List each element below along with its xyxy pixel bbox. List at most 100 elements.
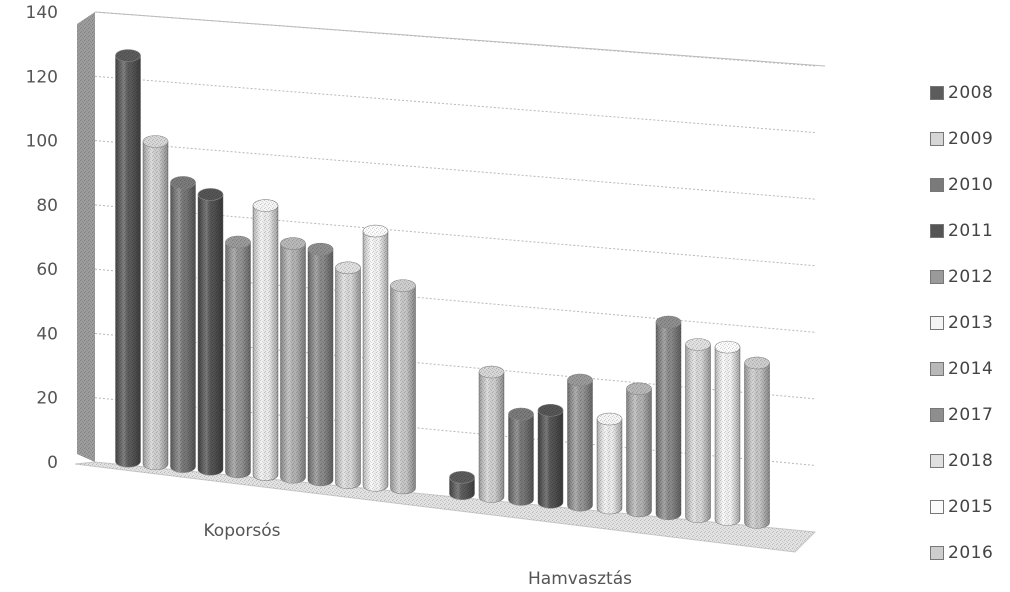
bar-texture xyxy=(538,410,563,509)
legend-swatch xyxy=(930,132,944,146)
legend-item: 2012 xyxy=(930,254,1010,300)
legend-swatch xyxy=(930,86,944,100)
bar-top-texture xyxy=(685,338,711,351)
legend-label: 2011 xyxy=(948,221,994,241)
bar xyxy=(142,135,169,471)
bar xyxy=(197,188,224,476)
bar-top-texture xyxy=(744,357,770,370)
x-category-label: Hamvasztás xyxy=(528,569,632,588)
bar-texture xyxy=(449,477,475,500)
legend-label: 2013 xyxy=(948,313,994,333)
bar xyxy=(225,235,251,479)
legend-swatch xyxy=(930,270,944,284)
bar-top-texture xyxy=(390,279,416,292)
bar-top-texture xyxy=(198,188,223,201)
bar-top-texture xyxy=(363,225,388,238)
bar-top-texture xyxy=(508,408,534,421)
legend-item: 2017 xyxy=(930,392,1010,438)
legend-label: 2008 xyxy=(948,83,994,103)
legend-item: 2009 xyxy=(930,116,1010,162)
legend-item: 2008 xyxy=(930,70,1010,116)
bar-texture xyxy=(225,242,251,478)
legend-label: 2014 xyxy=(948,359,994,379)
legend-label: 2012 xyxy=(948,267,994,287)
bar-top-texture xyxy=(308,243,333,256)
gridline xyxy=(94,75,816,134)
bar-texture xyxy=(170,182,196,473)
bar xyxy=(508,407,534,506)
bar xyxy=(115,49,141,468)
legend-swatch xyxy=(930,408,944,422)
bar xyxy=(170,176,196,473)
bar-top-texture xyxy=(225,236,251,249)
bar-texture xyxy=(656,322,681,520)
legend-swatch xyxy=(930,454,944,468)
legend-swatch xyxy=(930,362,944,376)
y-tick-label: 20 xyxy=(36,389,58,409)
bar xyxy=(567,373,593,512)
bar-texture xyxy=(308,249,333,486)
bar-top-texture xyxy=(479,366,504,379)
bar xyxy=(307,242,334,487)
bar-texture xyxy=(479,372,504,503)
gridline xyxy=(94,140,816,200)
bar-texture xyxy=(715,347,740,526)
legend-swatch xyxy=(930,500,944,514)
y-tick-label: 80 xyxy=(36,196,58,216)
bar xyxy=(685,338,711,523)
bar xyxy=(335,261,361,489)
legend-label: 2010 xyxy=(948,175,994,195)
legend-item: 2015 xyxy=(930,484,1010,530)
legend-swatch xyxy=(930,178,944,192)
legend-label: 2009 xyxy=(948,129,994,149)
bar-texture xyxy=(567,380,593,512)
bar-texture xyxy=(198,194,223,476)
legend-item: 2018 xyxy=(930,438,1010,484)
legend-item: 2010 xyxy=(930,162,1010,208)
bar-top-texture xyxy=(449,471,475,484)
gridline xyxy=(94,11,816,67)
bar-top-texture xyxy=(567,374,593,387)
bar xyxy=(744,356,770,529)
bar-texture xyxy=(335,267,361,489)
bar xyxy=(252,199,279,481)
legend-label: 2018 xyxy=(948,451,994,471)
x-category-label: Koporsós xyxy=(204,521,281,541)
bar-top-texture xyxy=(253,199,278,212)
bar xyxy=(655,315,682,521)
bar-top-texture xyxy=(335,261,361,274)
y-tick-label: 40 xyxy=(36,324,58,344)
bar xyxy=(280,237,306,484)
bar-top-texture xyxy=(115,49,141,62)
bar-top-texture xyxy=(143,135,168,148)
bar xyxy=(362,224,389,492)
bar-texture xyxy=(280,243,306,484)
bar-top-texture xyxy=(626,382,652,395)
bar-texture xyxy=(597,419,622,515)
bar-texture xyxy=(363,231,388,492)
bar xyxy=(537,403,564,509)
bar-texture xyxy=(744,363,770,529)
legend-item: 2011 xyxy=(930,208,1010,254)
bar-texture xyxy=(685,344,711,523)
bar xyxy=(626,382,652,518)
bar xyxy=(714,340,741,526)
bar-top-texture xyxy=(538,404,563,417)
bar-texture xyxy=(115,55,141,468)
bar xyxy=(478,365,505,503)
legend-swatch xyxy=(930,316,944,330)
bar-texture xyxy=(390,285,416,494)
bar-top-texture xyxy=(656,316,681,329)
y-tick-label: 0 xyxy=(47,453,58,473)
bar xyxy=(596,412,623,515)
bar-top-texture xyxy=(280,237,306,250)
legend: 2008 2009 2010 2011 2012 2013 2014 2017 2018 2015… xyxy=(930,70,1010,576)
bar-texture xyxy=(508,414,534,506)
y-tick-label: 60 xyxy=(36,260,58,280)
legend-label: 2017 xyxy=(948,405,994,425)
bar-top-texture xyxy=(597,413,622,426)
legend-item: 2013 xyxy=(930,300,1010,346)
bar-top-texture xyxy=(715,341,740,354)
